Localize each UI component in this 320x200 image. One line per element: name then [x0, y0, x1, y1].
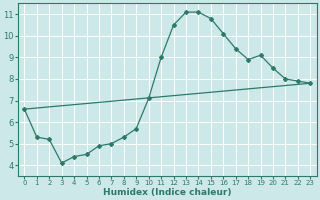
- X-axis label: Humidex (Indice chaleur): Humidex (Indice chaleur): [103, 188, 232, 197]
